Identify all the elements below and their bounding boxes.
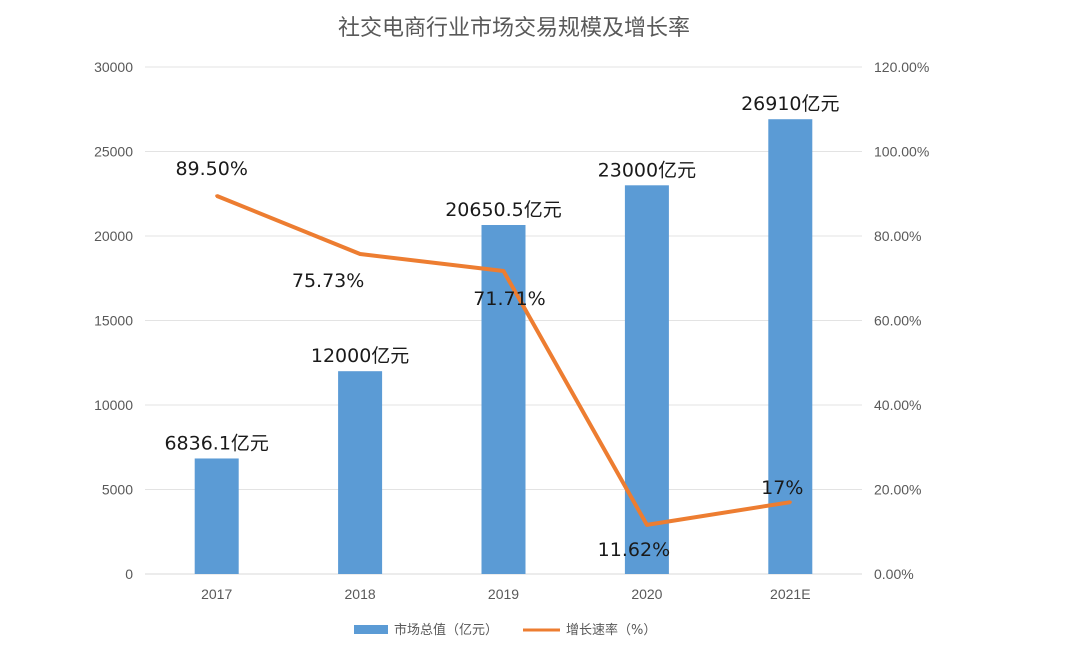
x-tick-label: 2018 xyxy=(345,586,376,602)
left-tick-label: 15000 xyxy=(94,313,133,329)
legend: 市场总值（亿元） 增长速率（%） xyxy=(354,622,656,638)
bar-data-labels: 6836.1亿元 12000亿元 20650.5亿元 23000亿元 26910亿元 xyxy=(164,93,839,454)
bar xyxy=(768,119,813,574)
right-tick-label: 0.00% xyxy=(874,566,914,582)
x-axis-ticks: 2017 2018 2019 2020 2021E xyxy=(201,586,810,602)
bar-series xyxy=(194,119,813,575)
bar xyxy=(194,458,239,574)
left-axis-ticks: 0 5000 10000 15000 20000 25000 30000 xyxy=(94,59,133,582)
left-tick-label: 20000 xyxy=(94,228,133,244)
bar-data-label: 6836.1亿元 xyxy=(164,432,268,454)
line-point xyxy=(645,523,649,527)
left-tick-label: 5000 xyxy=(102,482,133,498)
line-data-label: 71.71% xyxy=(473,288,545,310)
right-tick-label: 80.00% xyxy=(874,228,921,244)
line-data-label: 17% xyxy=(761,477,803,499)
bar xyxy=(338,371,383,574)
right-axis-ticks: 0.00% 20.00% 40.00% 60.00% 80.00% 100.00% 120.… xyxy=(874,59,929,582)
right-tick-label: 120.00% xyxy=(874,59,929,75)
line-data-label: 11.62% xyxy=(598,539,670,561)
line-point xyxy=(358,252,362,256)
right-tick-label: 20.00% xyxy=(874,482,921,498)
line-point xyxy=(215,194,219,198)
right-tick-label: 100.00% xyxy=(874,144,929,160)
left-tick-label: 0 xyxy=(125,566,133,582)
bar xyxy=(624,185,669,575)
right-tick-label: 40.00% xyxy=(874,397,921,413)
line-data-label: 75.73% xyxy=(292,270,364,292)
bar xyxy=(481,225,526,575)
x-tick-label: 2019 xyxy=(488,586,519,602)
right-tick-label: 60.00% xyxy=(874,313,921,329)
left-tick-label: 10000 xyxy=(94,397,133,413)
line-series xyxy=(215,194,792,527)
legend-label-market-value: 市场总值（亿元） xyxy=(394,622,498,638)
bar-data-label: 23000亿元 xyxy=(598,159,696,181)
chart-title: 社交电商行业市场交易规模及增长率 xyxy=(338,16,690,41)
bar-data-label: 20650.5亿元 xyxy=(445,199,562,221)
legend-label-growth-rate: 增长速率（%） xyxy=(566,622,656,638)
x-tick-label: 2020 xyxy=(631,586,662,602)
line-point xyxy=(502,269,505,273)
left-tick-label: 25000 xyxy=(94,144,133,160)
left-tick-label: 30000 xyxy=(94,59,133,75)
bar-data-label: 12000亿元 xyxy=(311,345,409,367)
bar-data-label: 26910亿元 xyxy=(741,93,839,115)
x-tick-label: 2017 xyxy=(201,586,232,602)
line-data-label: 89.50% xyxy=(175,158,247,180)
line-point xyxy=(788,500,792,504)
x-tick-label: 2021E xyxy=(770,586,810,602)
line-data-labels: 89.50% 75.73% 71.71% 11.62% 17% xyxy=(175,158,803,561)
legend-swatch-market-value xyxy=(354,625,388,634)
